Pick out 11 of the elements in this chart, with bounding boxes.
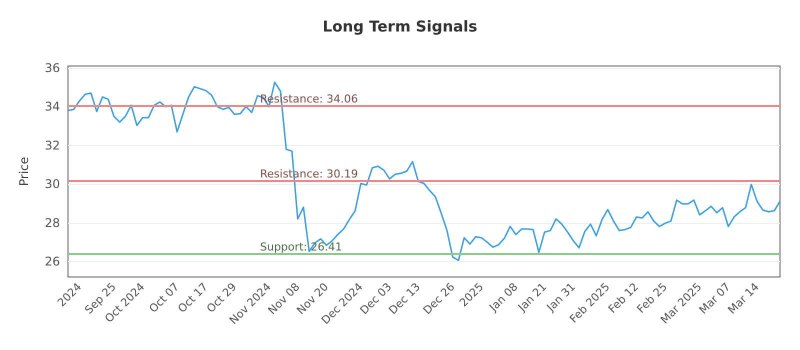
- ref-line-label: Support: 26.41: [260, 240, 342, 254]
- y-tick-label: 28: [44, 216, 60, 230]
- y-tick-label: 32: [44, 138, 60, 152]
- y-tick-label: 36: [44, 60, 60, 75]
- y-axis-title: Price: [17, 156, 31, 186]
- chart-title: Long Term Signals: [322, 18, 478, 36]
- y-tick-label: 26: [44, 254, 60, 269]
- line-series: [67, 82, 781, 262]
- y-tick-label: 34: [44, 100, 60, 114]
- y-tick-label: 30: [44, 177, 60, 192]
- x-tick-label: Dec 26: [420, 280, 458, 317]
